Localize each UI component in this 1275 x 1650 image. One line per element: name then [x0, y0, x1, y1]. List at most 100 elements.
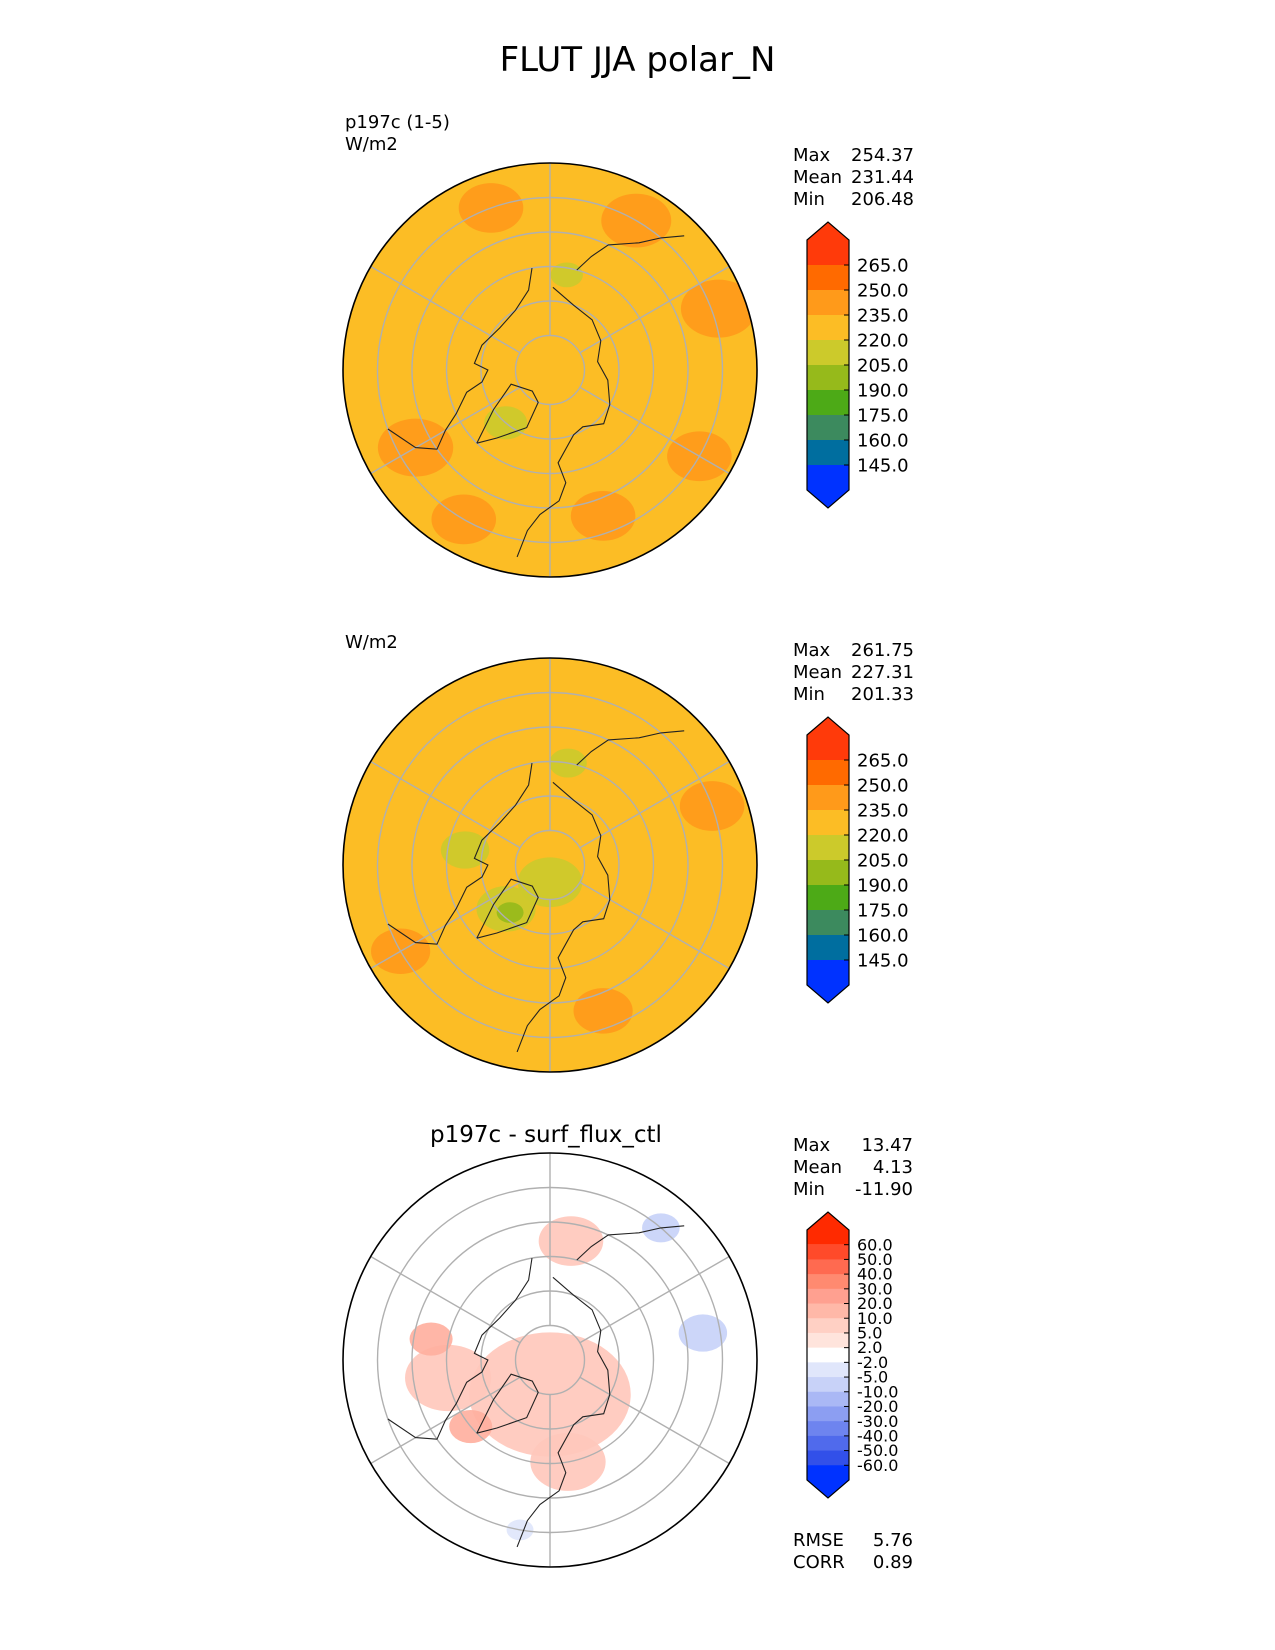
meridian-line [579, 881, 730, 970]
colorbar-segment [807, 1212, 849, 1245]
stat-min-label: Min [793, 684, 825, 705]
panel-1-polar-map [342, 162, 758, 578]
colorbar-tick-label: 50.0 [857, 1250, 893, 1269]
colorbar-tick-label: -2.0 [857, 1353, 888, 1372]
map-boundary [342, 657, 758, 1073]
coastline [476, 878, 539, 939]
field-region [496, 902, 524, 923]
colorbar-tick-label: 265.0 [857, 750, 909, 771]
stat-max-label: Max [793, 640, 831, 661]
colorbar-segment [807, 1377, 849, 1393]
colorbar-tick-label: 30.0 [857, 1279, 893, 1298]
coastline [576, 1225, 685, 1261]
corr-label: CORR [793, 1552, 845, 1573]
map-background [343, 163, 757, 577]
panel-1-colorbar: 265.0 250.0 235.0 220.0 205.0 190.0 175.0 160.0… [806, 221, 909, 509]
stat-max-label: Max [793, 1135, 831, 1156]
colorbar-tick-label: 250.0 [857, 775, 909, 796]
colorbar-tick-label: -20.0 [857, 1397, 898, 1416]
stat-min-value: 206.48 [851, 189, 914, 210]
colorbar-tick-label: 10.0 [857, 1309, 893, 1328]
colorbar-segment [807, 1288, 849, 1305]
colorbar-outline [806, 221, 850, 509]
coastline [387, 1258, 533, 1440]
field-region [538, 1216, 604, 1266]
colorbar-segment [807, 265, 849, 291]
colorbar-segment [807, 365, 849, 391]
panel-3-title: p197c - surf_flux_ctl [430, 1122, 662, 1148]
colorbar-segment [807, 885, 849, 911]
colorbar-tick-label: 205.0 [857, 850, 909, 871]
stat-mean-label: Mean [793, 1157, 843, 1178]
colorbar-segment [807, 1318, 849, 1334]
coastline [516, 286, 611, 558]
colorbar-tick-label: 175.0 [857, 405, 909, 426]
colorbar-segment [807, 1421, 849, 1437]
stat-mean-label: Mean [793, 662, 843, 683]
stat-min-value: -11.90 [854, 1179, 913, 1200]
panel-2-stats: Max 261.75 Mean 227.31 Min 201.33 [793, 640, 914, 706]
colorbar-tick-label: 265.0 [857, 255, 909, 276]
colorbar-segment [807, 810, 849, 836]
meridian-line [579, 1376, 730, 1465]
meridian-line [370, 1255, 521, 1344]
colorbar-tick-label: 220.0 [857, 825, 909, 846]
colorbar-tick-label: 145.0 [857, 455, 909, 476]
stat-mean-value: 227.31 [851, 662, 914, 683]
colorbar-tick-label: 160.0 [857, 925, 909, 946]
stat-mean-value: 4.13 [872, 1157, 913, 1178]
stat-min-label: Min [793, 1179, 825, 1200]
meridian-line [579, 265, 730, 354]
colorbar-segment [807, 1303, 849, 1319]
corr-value: 0.89 [872, 1552, 913, 1573]
coastline [387, 763, 533, 945]
stat-max-value: 261.75 [851, 640, 914, 661]
colorbar-segment [807, 1274, 849, 1290]
field-region [570, 491, 636, 541]
field-region [678, 1314, 728, 1352]
field-region [573, 988, 633, 1034]
colorbar-segment [807, 860, 849, 886]
field-region [517, 857, 583, 908]
colorbar-segment [807, 465, 849, 508]
colorbar-tick-label: 220.0 [857, 330, 909, 351]
colorbar-segment [807, 1347, 849, 1363]
colorbar-segment [807, 935, 849, 961]
coastline [476, 1373, 539, 1434]
colorbar-outline [806, 716, 850, 1004]
colorbar-segment [807, 1362, 849, 1378]
stat-min-label: Min [793, 189, 825, 210]
colorbar-tick-label: -5.0 [857, 1368, 888, 1387]
colorbar-segment [807, 390, 849, 416]
panel-1-label: p197c (1-5) [345, 112, 450, 133]
meridian-line [579, 386, 730, 475]
field-region [550, 262, 583, 288]
colorbar-segment [807, 785, 849, 811]
colorbar-segment [807, 960, 849, 1003]
panel-2-colorbar: 265.0 250.0 235.0 220.0 205.0 190.0 175.0 160.0… [806, 716, 909, 1004]
colorbar-segment [807, 910, 849, 936]
coastline [476, 383, 539, 444]
colorbar-tick-label: 175.0 [857, 900, 909, 921]
colorbar-segment [807, 1406, 849, 1422]
panel-1-stats: Max 254.37 Mean 231.44 Min 206.48 [793, 145, 914, 211]
stat-mean-label: Mean [793, 167, 843, 188]
colorbar-segment [807, 1450, 849, 1466]
colorbar-tick-label: 190.0 [857, 875, 909, 896]
colorbar-tick-label: 5.0 [857, 1324, 882, 1343]
panel-3-stats: Max 13.47 Mean 4.13 Min -11.90 [793, 1135, 913, 1201]
field-region [409, 1322, 453, 1356]
colorbar-tick-label: 235.0 [857, 305, 909, 326]
figure-title: FLUT JJA polar_N [499, 40, 776, 80]
meridian-line [579, 760, 730, 849]
colorbar-tick-label: 190.0 [857, 380, 909, 401]
coastline [516, 1276, 611, 1548]
rmse-label: RMSE [793, 1530, 844, 1551]
colorbar-tick-label: 40.0 [857, 1265, 893, 1284]
field-region [680, 279, 757, 338]
colorbar-tick-label: 2.0 [857, 1338, 882, 1357]
colorbar-segment [807, 760, 849, 786]
colorbar-segment [807, 1244, 849, 1260]
colorbar-segment [807, 1435, 849, 1452]
colorbar-segment [807, 440, 849, 466]
